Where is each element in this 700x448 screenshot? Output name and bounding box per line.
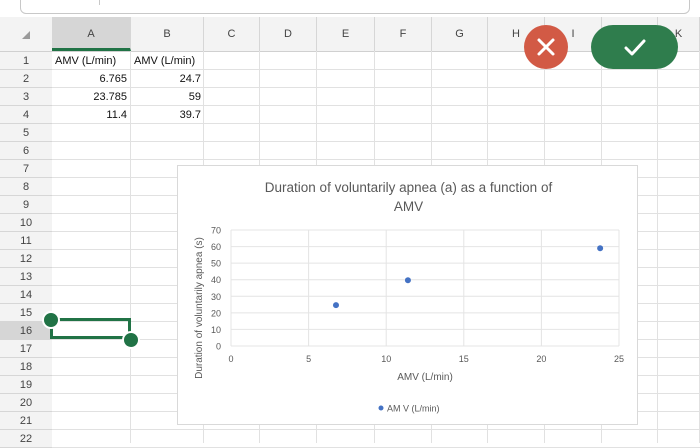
cancel-button[interactable] [524, 25, 568, 69]
y-tick-label: 70 [211, 226, 221, 236]
close-icon [537, 38, 555, 56]
row-header-2[interactable]: 2 [0, 70, 52, 88]
gridline-horizontal [52, 69, 700, 70]
chart-title-line-1: Duration of voluntarily apnea (a) as a f… [264, 180, 553, 195]
checkmark-icon [624, 39, 646, 56]
row-header-10[interactable]: 10 [0, 214, 52, 232]
row-header-1[interactable]: 1 [0, 52, 52, 70]
data-point [332, 302, 339, 309]
row-header-18[interactable]: 18 [0, 358, 52, 376]
x-tick-label: 15 [459, 354, 469, 364]
selection-handle-end[interactable] [122, 331, 140, 349]
column-header-f[interactable]: F [375, 17, 432, 51]
cell-B3[interactable]: 59 [188, 91, 201, 103]
chart-title-line-2: AMV [393, 199, 424, 214]
x-tick-label: 5 [306, 354, 311, 364]
cell-A3[interactable]: 23.785 [93, 91, 127, 103]
select-all-corner[interactable] [22, 31, 30, 39]
gridline-horizontal [52, 87, 700, 88]
row-header-15[interactable]: 15 [0, 304, 52, 322]
formula-bar-area [0, 0, 700, 17]
row-header-12[interactable]: 12 [0, 250, 52, 268]
cell-A4[interactable]: 11.4 [106, 109, 127, 121]
gridline-vertical [657, 51, 658, 443]
selection-handle-start[interactable] [42, 311, 60, 329]
y-tick-label: 30 [211, 292, 221, 302]
legend-marker [378, 405, 384, 411]
row-header-11[interactable]: 11 [0, 232, 52, 250]
selection-range[interactable] [50, 318, 131, 339]
y-tick-label: 10 [211, 325, 221, 335]
cell-B1[interactable]: AMV (L/min) [134, 55, 196, 67]
chart-title: Duration of voluntarily apnea (a) as a f… [178, 178, 639, 216]
gridline-vertical [130, 51, 131, 443]
gridline-horizontal [52, 159, 700, 160]
row-header-20[interactable]: 20 [0, 394, 52, 412]
gridline-horizontal [52, 105, 700, 106]
column-header-a[interactable]: A [52, 17, 131, 51]
gridline-horizontal [52, 429, 700, 430]
gridline-horizontal [52, 141, 700, 142]
column-header-b[interactable]: B [131, 17, 204, 51]
row-header-5[interactable]: 5 [0, 124, 52, 142]
row-header-22[interactable]: 22 [0, 430, 52, 448]
formula-bar-divider [99, 0, 100, 5]
x-tick-label: 25 [614, 354, 624, 364]
row-header-13[interactable]: 13 [0, 268, 52, 286]
x-tick-label: 10 [381, 354, 391, 364]
column-header-e[interactable]: E [317, 17, 375, 51]
row-header-4[interactable]: 4 [0, 106, 52, 124]
row-header-21[interactable]: 21 [0, 412, 52, 430]
gridline-horizontal [52, 123, 700, 124]
row-header-16[interactable]: 16 [0, 322, 52, 340]
column-header-d[interactable]: D [260, 17, 317, 51]
row-header-9[interactable]: 9 [0, 196, 52, 214]
row-header-19[interactable]: 19 [0, 376, 52, 394]
data-point [404, 277, 411, 284]
data-point [597, 245, 604, 252]
row-header-17[interactable]: 17 [0, 340, 52, 358]
x-tick-label: 20 [536, 354, 546, 364]
cell-B4[interactable]: 39.7 [179, 109, 201, 121]
column-header-c[interactable]: C [204, 17, 260, 51]
row-header-6[interactable]: 6 [0, 142, 52, 160]
y-tick-label: 50 [211, 259, 221, 269]
y-tick-label: 40 [211, 275, 221, 285]
scatter-chart[interactable]: Duration of voluntarily apnea (a) as a f… [177, 165, 638, 425]
column-header-g[interactable]: G [432, 17, 488, 51]
row-header-7[interactable]: 7 [0, 160, 52, 178]
chart-plot-area: 0 10 20 30 40 50 60 70 0 5 10 15 20 25 AMV (L/min) Dura… [194, 226, 624, 414]
cell-B2[interactable]: 24.7 [179, 73, 201, 85]
y-tick-label: 0 [216, 342, 221, 352]
cell-A2[interactable]: 6.765 [99, 73, 127, 85]
x-tick-label: 0 [228, 354, 233, 364]
y-tick-label: 20 [211, 308, 221, 318]
legend-label: AM V (L/min) [387, 404, 440, 414]
x-axis-label: AMV (L/min) [397, 372, 453, 383]
cell-A1[interactable]: AMV (L/min) [55, 55, 117, 67]
row-header-3[interactable]: 3 [0, 88, 52, 106]
confirm-button[interactable] [591, 25, 678, 69]
row-header-8[interactable]: 8 [0, 178, 52, 196]
y-axis-label: Duration of voluntarily apnea (s) [194, 237, 205, 379]
formula-bar[interactable] [20, 0, 690, 14]
y-tick-label: 60 [211, 242, 221, 252]
row-header-14[interactable]: 14 [0, 286, 52, 304]
